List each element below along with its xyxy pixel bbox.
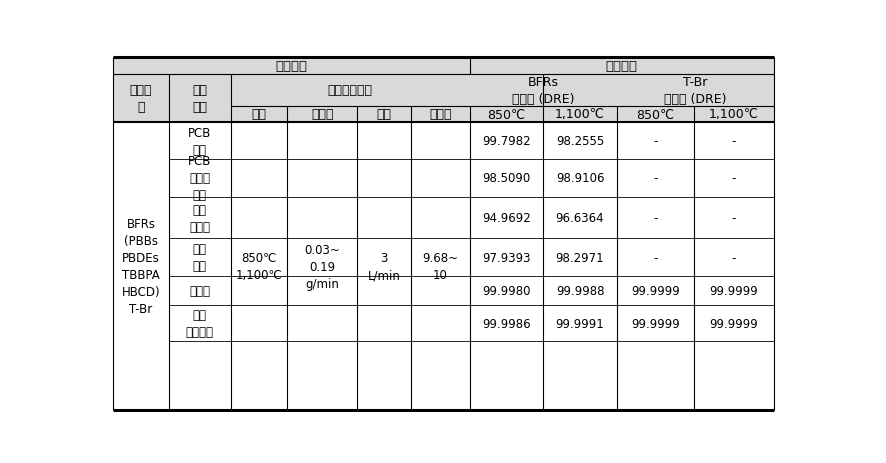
Text: 99.9986: 99.9986 — [482, 317, 531, 330]
Text: 99.9988: 99.9988 — [556, 285, 604, 298]
Text: 94.9692: 94.9692 — [482, 212, 531, 225]
Text: 텐트
시트: 텐트 시트 — [193, 243, 206, 273]
Text: BFRs
분해율 (DRE): BFRs 분해율 (DRE) — [512, 75, 574, 106]
Bar — [113, 159, 774, 198]
Text: 850℃: 850℃ — [636, 108, 674, 121]
Bar — [113, 58, 774, 75]
Text: 99.9999: 99.9999 — [631, 285, 680, 298]
Text: -: - — [653, 212, 657, 225]
Text: PCB
보드: PCB 보드 — [188, 126, 212, 156]
Text: 9.68~
10: 9.68~ 10 — [423, 251, 459, 282]
Text: PCB
핸드폰
보드: PCB 핸드폰 보드 — [188, 155, 212, 202]
Text: 99.9999: 99.9999 — [710, 317, 758, 330]
Text: 97.9393: 97.9393 — [482, 251, 531, 264]
Text: 3
L/min: 3 L/min — [368, 251, 400, 282]
Bar — [113, 106, 774, 123]
Text: -: - — [732, 251, 736, 264]
Text: -: - — [653, 251, 657, 264]
Text: 98.9106: 98.9106 — [556, 172, 604, 185]
Bar — [113, 277, 774, 305]
Bar — [113, 238, 774, 277]
Text: BFRs
(PBBs
PBDEs
TBBPA
HBCD)
T-Br: BFRs (PBBs PBDEs TBBPA HBCD) T-Br — [121, 218, 160, 315]
Text: 99.9999: 99.9999 — [631, 317, 680, 330]
Text: 99.9991: 99.9991 — [556, 317, 604, 330]
Text: 98.2971: 98.2971 — [556, 251, 604, 264]
Text: 850℃
1,100℃: 850℃ 1,100℃ — [236, 251, 283, 282]
Text: -: - — [732, 135, 736, 148]
Bar — [113, 75, 774, 106]
Text: 연구결과: 연구결과 — [606, 60, 638, 73]
Text: 시료
선정: 시료 선정 — [192, 84, 207, 114]
Text: -: - — [653, 172, 657, 185]
Text: 98.2555: 98.2555 — [556, 135, 604, 148]
Text: 99.9980: 99.9980 — [482, 285, 531, 298]
Text: 96.6364: 96.6364 — [556, 212, 604, 225]
Bar — [113, 198, 774, 238]
Text: 98.5090: 98.5090 — [482, 172, 531, 185]
Text: 850℃: 850℃ — [487, 108, 525, 121]
Text: -: - — [732, 212, 736, 225]
Text: 절연
테이프: 절연 테이프 — [190, 203, 210, 233]
Text: 1,100℃: 1,100℃ — [556, 108, 605, 121]
Text: 공기비: 공기비 — [429, 108, 452, 121]
Text: 열적처리조건: 열적처리조건 — [328, 84, 373, 97]
Text: 분석물
질: 분석물 질 — [129, 84, 152, 114]
Bar — [113, 123, 774, 159]
Text: 연구방법: 연구방법 — [276, 60, 307, 73]
Text: 99.9999: 99.9999 — [710, 285, 758, 298]
Text: 유량: 유량 — [377, 108, 392, 121]
Text: 99.7982: 99.7982 — [482, 135, 531, 148]
Text: 강화
플라스티: 강화 플라스티 — [186, 308, 214, 338]
Text: 단열재: 단열재 — [190, 285, 210, 298]
Text: -: - — [653, 135, 657, 148]
Bar — [113, 341, 774, 410]
Text: 0.03~
0.19
g/min: 0.03~ 0.19 g/min — [305, 243, 340, 290]
Text: 투입량: 투입량 — [311, 108, 333, 121]
Text: 온도: 온도 — [252, 108, 267, 121]
Bar — [113, 305, 774, 341]
Text: 1,100℃: 1,100℃ — [709, 108, 758, 121]
Text: -: - — [732, 172, 736, 185]
Text: T-Br
분해율 (DRE): T-Br 분해율 (DRE) — [664, 75, 727, 106]
